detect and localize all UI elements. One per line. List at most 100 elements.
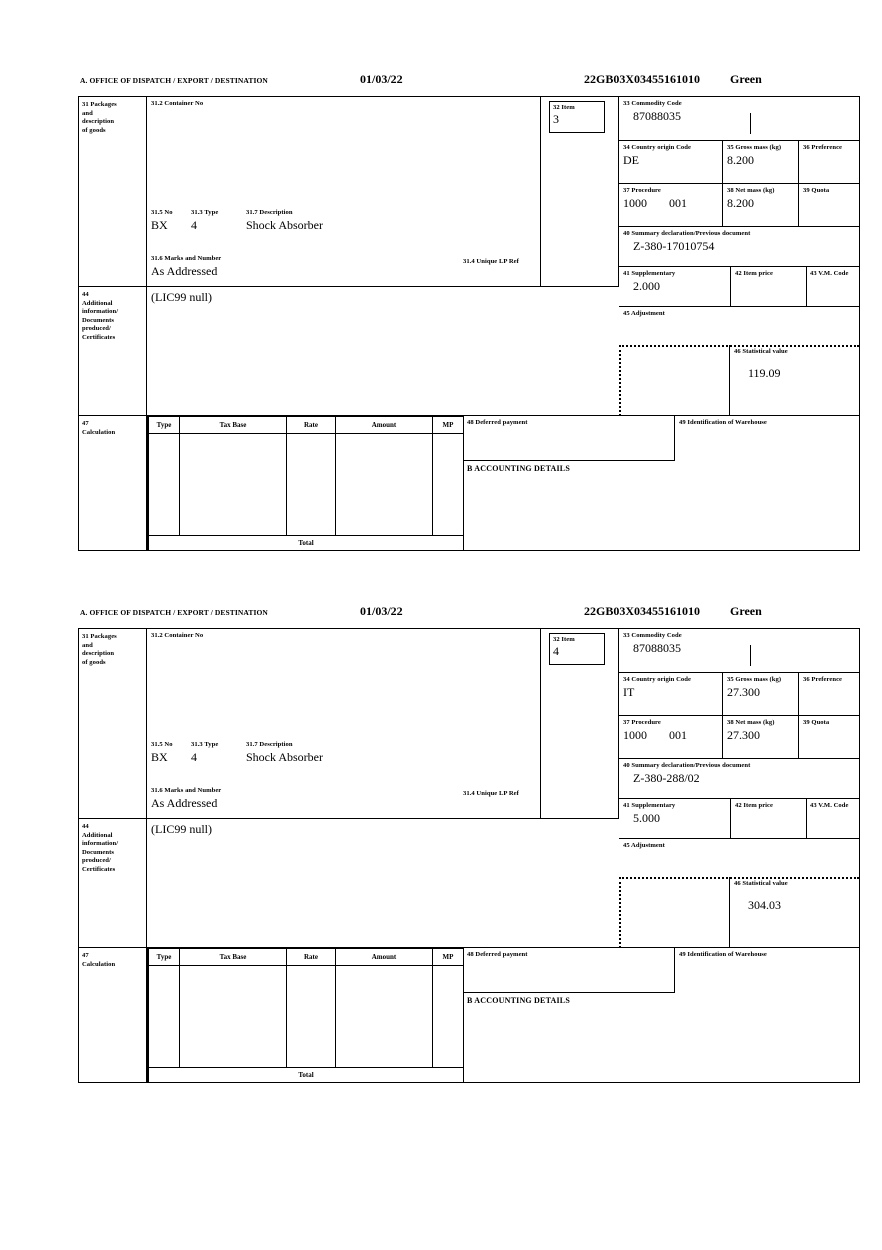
box-40-summary-declaration: 40 Summary declaration/Previous document… xyxy=(619,227,859,267)
package-description-value: Shock Absorber xyxy=(246,218,323,232)
calc-cell-rate[interactable] xyxy=(286,965,336,1068)
declaration-date: 01/03/22 xyxy=(360,604,403,618)
box-49-label: 49 Identification of Warehouse xyxy=(679,419,767,426)
box-32-item-area: 32 Item 4 xyxy=(541,629,619,819)
calc-header-amount: Amount xyxy=(335,416,433,434)
box-32-item-label: 32 Item xyxy=(553,636,575,643)
movement-reference-number: 22GB03X03455161010 xyxy=(584,72,701,86)
box-b-accounting-details: B ACCOUNTING DETAILS xyxy=(463,461,859,551)
box-41-supplementary: 41 Supplementary 2.000 xyxy=(619,267,731,307)
box-32-item: 32 Item 3 xyxy=(549,101,605,133)
calc-header-mp: MP xyxy=(432,948,464,966)
box-31-6-marks-label: 31.6 Marks and Number xyxy=(151,787,222,794)
box-35-gross-mass: 35 Gross mass (kg) 27.300 xyxy=(723,673,799,716)
box-47-label-line-1: 47 xyxy=(82,420,89,427)
box-31-5-no-label: 31.5 No xyxy=(151,741,173,748)
package-no-value: BX xyxy=(151,218,168,232)
box-48-deferred-payment: 48 Deferred payment xyxy=(463,948,675,993)
movement-reference-number: 22GB03X03455161010 xyxy=(584,604,701,618)
box-31-6-marks-label: 31.6 Marks and Number xyxy=(151,255,222,262)
calc-cell-amount[interactable] xyxy=(335,965,433,1068)
calc-cell-type[interactable] xyxy=(148,965,180,1068)
box-41-label: 41 Supplementary xyxy=(623,270,676,277)
supplementary-value: 5.000 xyxy=(633,810,660,825)
box-38-net-mass: 38 Net mass (kg) 27.300 xyxy=(723,716,799,759)
form-body: 31 Packages and description of goods 31.… xyxy=(78,96,860,551)
box-48-label: 48 Deferred payment xyxy=(467,419,528,426)
customs-declaration-form-1: A. OFFICE OF DISPATCH / EXPORT / DESTINA… xyxy=(78,72,862,551)
box-47-label: 47 Calculation xyxy=(79,948,147,1083)
calc-header-amount: Amount xyxy=(335,948,433,966)
box-46-statistical-value: 46 Statistical value 119.09 xyxy=(729,345,859,416)
box-44-label-line-4: Documents xyxy=(82,848,114,856)
box-42-label: 42 Item price xyxy=(735,270,774,277)
box-33-commodity-code: 33 Commodity Code 87088035 xyxy=(619,97,859,141)
box-46-label: 46 Statistical value xyxy=(734,348,788,355)
calculation-header-row: Type Tax Base Rate Amount MP xyxy=(148,416,464,434)
commodity-code-value: 87088035 xyxy=(633,108,681,123)
box-42-item-price: 42 Item price xyxy=(731,799,807,839)
summary-declaration-value: Z-380-288/02 xyxy=(633,770,700,785)
calc-cell-amount[interactable] xyxy=(335,433,433,536)
box-47-label-line-2: Calculation xyxy=(82,960,116,968)
calc-cell-type[interactable] xyxy=(148,433,180,536)
box-31-label: 31 Packages and description of goods xyxy=(79,629,147,819)
box-44-additional-information: (LIC99 null) xyxy=(147,819,619,948)
box-31-7-description-label: 31.7 Description xyxy=(246,209,293,216)
item-number-value: 3 xyxy=(553,111,559,126)
calc-header-type: Type xyxy=(148,948,180,966)
box-45-adjustment: 45 Adjustment xyxy=(619,839,859,877)
box-45-dotted-divider-vertical xyxy=(619,877,621,948)
declaration-date: 01/03/22 xyxy=(360,72,403,86)
box-35-label: 35 Gross mass (kg) xyxy=(727,676,782,683)
box-43-vm-code: 43 V.M. Code xyxy=(807,799,859,839)
box-36-preference: 36 Preference xyxy=(799,141,859,184)
box-36-preference: 36 Preference xyxy=(799,673,859,716)
country-origin-code-value: IT xyxy=(623,684,635,699)
box-31-6-row: 31.6 Marks and Number As Addressed xyxy=(151,255,221,279)
calc-header-type: Type xyxy=(148,416,180,434)
procedure-additional: 001 xyxy=(669,727,687,742)
box-31-packages-description: 31.2 Container No 31.5 No 31.3 Type 31.7… xyxy=(147,97,541,287)
box-43-label: 43 V.M. Code xyxy=(810,270,849,277)
box-31-label-line-2: and xyxy=(82,109,93,117)
box-31-2-container-no-label: 31.2 Container No xyxy=(151,100,204,107)
form-header: A. OFFICE OF DISPATCH / EXPORT / DESTINA… xyxy=(78,72,862,96)
calc-cell-tax-base[interactable] xyxy=(179,433,287,536)
box-45-lower-area xyxy=(619,877,729,948)
box-41-label: 41 Supplementary xyxy=(623,802,676,809)
box-39-quota: 39 Quota xyxy=(799,716,859,759)
statistical-value-value: 304.03 xyxy=(748,897,781,912)
procedure-primary: 1000 xyxy=(623,727,647,742)
box-47-calculation-table-wrap: Type Tax Base Rate Amount MP To xyxy=(147,416,464,551)
box-31-label-line-1: 31 Packages xyxy=(82,101,117,108)
box-31-5-no-label: 31.5 No xyxy=(151,209,173,216)
calc-cell-tax-base[interactable] xyxy=(179,965,287,1068)
form-body: 31 Packages and description of goods 31.… xyxy=(78,628,860,1083)
box-31-label-line-3: description xyxy=(82,650,115,658)
box-b-accounting-details: B ACCOUNTING DETAILS xyxy=(463,993,859,1083)
box-35-label: 35 Gross mass (kg) xyxy=(727,144,782,151)
box-31-packages-description: 31.2 Container No 31.5 No 31.3 Type 31.7… xyxy=(147,629,541,819)
box-34-country-origin-code: 34 Country origin Code DE xyxy=(619,141,723,184)
calc-total-label: Total xyxy=(148,535,464,551)
calc-cell-rate[interactable] xyxy=(286,433,336,536)
box-37-procedure: 37 Procedure 1000 001 xyxy=(619,184,723,227)
commodity-code-divider-tick xyxy=(750,645,751,666)
box-31-label-line-2: and xyxy=(82,641,93,649)
customs-declaration-form-2: A. OFFICE OF DISPATCH / EXPORT / DESTINA… xyxy=(78,604,862,1083)
calculation-total-row: Total xyxy=(148,535,464,551)
commodity-code-value: 87088035 xyxy=(633,640,681,655)
box-33-commodity-code: 33 Commodity Code 87088035 xyxy=(619,629,859,673)
additional-information-value: (LIC99 null) xyxy=(151,822,212,836)
calc-cell-mp[interactable] xyxy=(432,433,464,536)
box-45-dotted-divider-horizontal xyxy=(619,877,859,879)
box-44-label-line-5: produced/ xyxy=(82,325,111,333)
box-31-6-row: 31.6 Marks and Number As Addressed xyxy=(151,787,221,811)
calc-cell-mp[interactable] xyxy=(432,965,464,1068)
net-mass-value: 8.200 xyxy=(727,195,754,210)
box-44-label-line-5: produced/ xyxy=(82,857,111,865)
box-44-label: 44 Additional information/ Documents pro… xyxy=(79,819,147,948)
box-41-supplementary: 41 Supplementary 5.000 xyxy=(619,799,731,839)
calc-header-rate: Rate xyxy=(286,948,336,966)
